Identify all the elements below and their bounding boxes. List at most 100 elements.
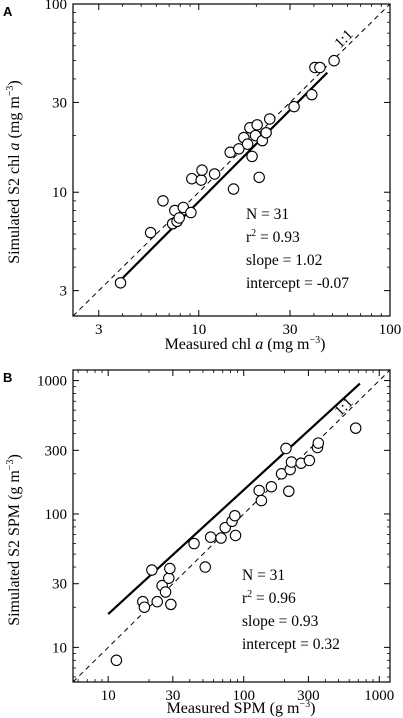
panel-b-ylabel: Simulated S2 SPM (g m−3) bbox=[5, 454, 23, 626]
panel-b-x-tick-label: 300 bbox=[297, 688, 320, 704]
panel-b-data-point bbox=[229, 509, 241, 522]
panel-a-data-point bbox=[260, 127, 272, 139]
panel-b-stat-r2: r2 = 0.96 bbox=[242, 589, 296, 607]
panel-a-stat-n: N = 31 bbox=[246, 206, 289, 223]
panel-b-ylabel-post: (g m bbox=[6, 470, 23, 504]
panel-b-y-tick-label: 100 bbox=[45, 507, 68, 523]
panel-a-data-point bbox=[186, 172, 198, 185]
panel-b-y-tick-label: 30 bbox=[52, 577, 67, 593]
panel-b-stats: N = 31 r2 = 0.96 slope = 0.93 intercept … bbox=[242, 567, 340, 653]
panel-a-data-point bbox=[288, 100, 300, 113]
panel-a-xlabel-sup: −3 bbox=[309, 335, 320, 346]
panel-b-fit-line bbox=[107, 382, 361, 615]
panel-a-ylabel-close: ) bbox=[6, 80, 23, 85]
panel-b-x-tick-label: 1000 bbox=[364, 688, 394, 704]
panel-b-data-point bbox=[229, 529, 242, 542]
panel-a-xlabel-pre: Measured chl bbox=[165, 336, 256, 353]
panel-b-data-point bbox=[138, 601, 151, 613]
panel-b-data-point bbox=[283, 485, 295, 498]
panel-a-ylabel-sup: −3 bbox=[5, 86, 16, 97]
panel-a-data-point bbox=[195, 174, 207, 186]
panel-a-y-tick-label: 3 bbox=[60, 284, 68, 300]
panel-a-ylabel-post: (mg m bbox=[6, 96, 23, 143]
panel-b-data-point bbox=[110, 654, 123, 667]
panel-b-stat-n: N = 31 bbox=[242, 567, 285, 584]
panel-a-stat-r2-base: r bbox=[246, 229, 252, 246]
panel-a-plot-area: 3 10 30 100 3 10 30 100 bbox=[45, 0, 402, 338]
panel-a-stat-intercept: intercept = -0.07 bbox=[246, 275, 349, 292]
panel-b-data-point bbox=[165, 598, 177, 611]
panel-a-y-tick-label: 100 bbox=[45, 0, 68, 13]
panel-b-plot-area: 10 30 100 300 1000 10 30 100 300 1000 bbox=[37, 369, 394, 704]
panel-b-data-point bbox=[188, 537, 200, 550]
panel-a-x-tick-label: 10 bbox=[191, 322, 206, 338]
panel-b-frame bbox=[72, 369, 391, 683]
panel-b-x-tick-label: 10 bbox=[101, 688, 116, 704]
panel-b-y-tick-label: 10 bbox=[52, 640, 67, 656]
panel-b-xlabel-pre: Measured SPM bbox=[167, 700, 266, 717]
panel-b-data-point bbox=[204, 531, 217, 543]
panel-a-data-point bbox=[253, 171, 265, 184]
panel-b-data-point bbox=[159, 586, 172, 598]
panel-a-label: A bbox=[3, 4, 13, 19]
panel-b-data-point bbox=[280, 442, 292, 455]
panel-b-data-point bbox=[265, 480, 278, 493]
panel-a-data-point bbox=[196, 164, 208, 176]
panel-b-data-point bbox=[303, 454, 316, 467]
panel-b-identity-line bbox=[72, 369, 391, 683]
panel-a-data-point bbox=[233, 143, 245, 155]
panel-b-label: B bbox=[3, 370, 12, 385]
panel-a-identity-label: 1:1 bbox=[332, 27, 357, 52]
panel-b-identity-label: 1:1 bbox=[332, 395, 357, 420]
panel-a-frame bbox=[72, 3, 391, 317]
panel-b-xlabel-sup: −3 bbox=[299, 699, 310, 710]
panel-a-x-tick-label: 30 bbox=[283, 322, 298, 338]
panel-b-xlabel: Measured SPM (g m−3) bbox=[167, 699, 316, 717]
panel-a-stat-r2: r2 = 0.93 bbox=[246, 228, 300, 246]
panel-b-data-point bbox=[215, 532, 227, 544]
panel-b-x-tick-label: 30 bbox=[165, 688, 180, 704]
panel-a-data-point bbox=[251, 119, 263, 131]
panel-b-y-tick-label: 300 bbox=[45, 443, 68, 459]
panel-b-data-point bbox=[151, 595, 163, 608]
panel-a-xlabel-post: (mg m bbox=[263, 336, 310, 353]
panel-a-x-tick-label: 100 bbox=[379, 322, 402, 338]
panel-a-ylabel-italic: a bbox=[6, 142, 23, 150]
panel-b-xlabel-post: (g m bbox=[266, 700, 300, 717]
panel-a-data-point bbox=[208, 168, 221, 180]
panel-b-stat-r2-base: r bbox=[242, 590, 248, 607]
panel-a-data-point bbox=[241, 138, 254, 150]
panel-b-data-point bbox=[253, 484, 265, 497]
panel-a-data-point bbox=[246, 150, 258, 163]
panel-a-stats: N = 31 r2 = 0.93 slope = 1.02 intercept … bbox=[246, 206, 349, 292]
panel-b-x-tick-label: 100 bbox=[232, 688, 255, 704]
panel-a-data-point bbox=[173, 212, 185, 224]
panel-b-stat-intercept: intercept = 0.32 bbox=[242, 636, 340, 653]
panel-a-data-point bbox=[114, 277, 127, 289]
panel-b-y-tick-label: 1000 bbox=[37, 374, 67, 390]
panel-b-data-point bbox=[163, 572, 175, 584]
panel-a-data-point bbox=[185, 206, 197, 219]
panel-b-data-point bbox=[255, 494, 268, 507]
panel-b-data-point bbox=[164, 562, 176, 575]
panel-b-data-point bbox=[312, 437, 325, 449]
panel-b-stat-r2-sup: 2 bbox=[247, 589, 252, 600]
panel-b-data-point bbox=[349, 422, 362, 434]
panel-a-y-tick-label: 30 bbox=[52, 95, 67, 111]
panel-b-ylabel-close: ) bbox=[6, 454, 23, 459]
panel-a-xlabel-italic: a bbox=[255, 336, 263, 353]
panel-a-ylabel-pre: Simulated S2 chl bbox=[6, 150, 23, 263]
panel-a-xlabel-close: ) bbox=[320, 336, 325, 353]
panel-a-ylabel: Simulated S2 chl a (mg m−3) bbox=[5, 80, 23, 264]
panel-a-y-tick-label: 10 bbox=[52, 185, 67, 201]
panel-b-stat-slope: slope = 0.93 bbox=[242, 613, 319, 630]
panel-a-data-point bbox=[227, 183, 240, 195]
panel-a-xlabel: Measured chl a (mg m−3) bbox=[165, 335, 326, 353]
panel-b-stat-r2-value: = 0.96 bbox=[252, 590, 296, 607]
panel-b-data-point bbox=[199, 561, 211, 573]
panel-a-data-point bbox=[314, 61, 326, 74]
panel-b-data-point bbox=[146, 564, 158, 576]
panel-a-stat-r2-value: = 0.93 bbox=[256, 229, 300, 246]
panel-a-x-tick-label: 3 bbox=[95, 322, 103, 338]
